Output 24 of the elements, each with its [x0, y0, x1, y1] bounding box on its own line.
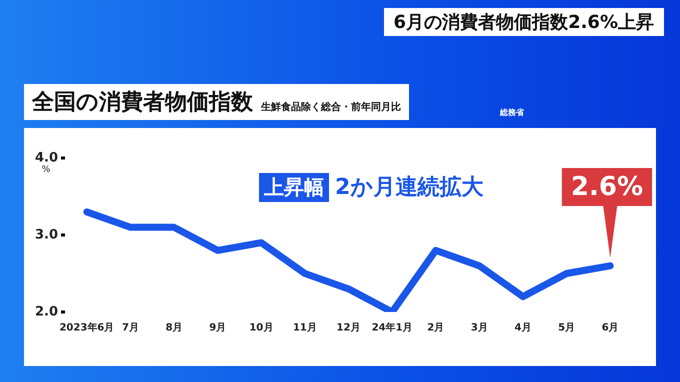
x-tick-label: 7月 — [122, 322, 139, 334]
annotation: 2.6% — [570, 172, 643, 202]
chart-title: 6月の消費者物価指数2.6%上昇 — [384, 8, 664, 36]
annotation: 2か月連続拡大 — [335, 174, 484, 202]
y-tick-label: 4.0 — [35, 150, 58, 166]
x-tick-label: 4月 — [514, 322, 532, 334]
text: 生鮮食品除く総合・前年同月比 — [261, 100, 401, 115]
x-tick-label: 12月 — [336, 322, 360, 334]
x-tick-label: 8月 — [166, 322, 183, 334]
x-tick-label: 24年1月 — [372, 322, 413, 334]
text: 総務省 — [500, 107, 524, 118]
chart-subtitle: 全国の消費者物価指数 — [32, 89, 253, 117]
y-axis-title: % — [42, 165, 51, 175]
x-tick-label: 10月 — [249, 322, 274, 334]
x-tick-label: 11月 — [292, 322, 317, 334]
x-tick-label: 3月 — [470, 322, 488, 334]
y-tick-label: 2.0 — [35, 304, 58, 320]
y-tick-label: 3.0 — [35, 227, 58, 242]
x-tick-label: 2023年6月 — [59, 322, 114, 334]
x-tick-label: 9月 — [209, 322, 226, 334]
annotation: 上昇幅 — [259, 172, 329, 202]
x-tick-label: 6月 — [602, 322, 619, 334]
x-tick-label: 5月 — [558, 322, 576, 334]
x-tick-label: 2月 — [427, 322, 444, 334]
